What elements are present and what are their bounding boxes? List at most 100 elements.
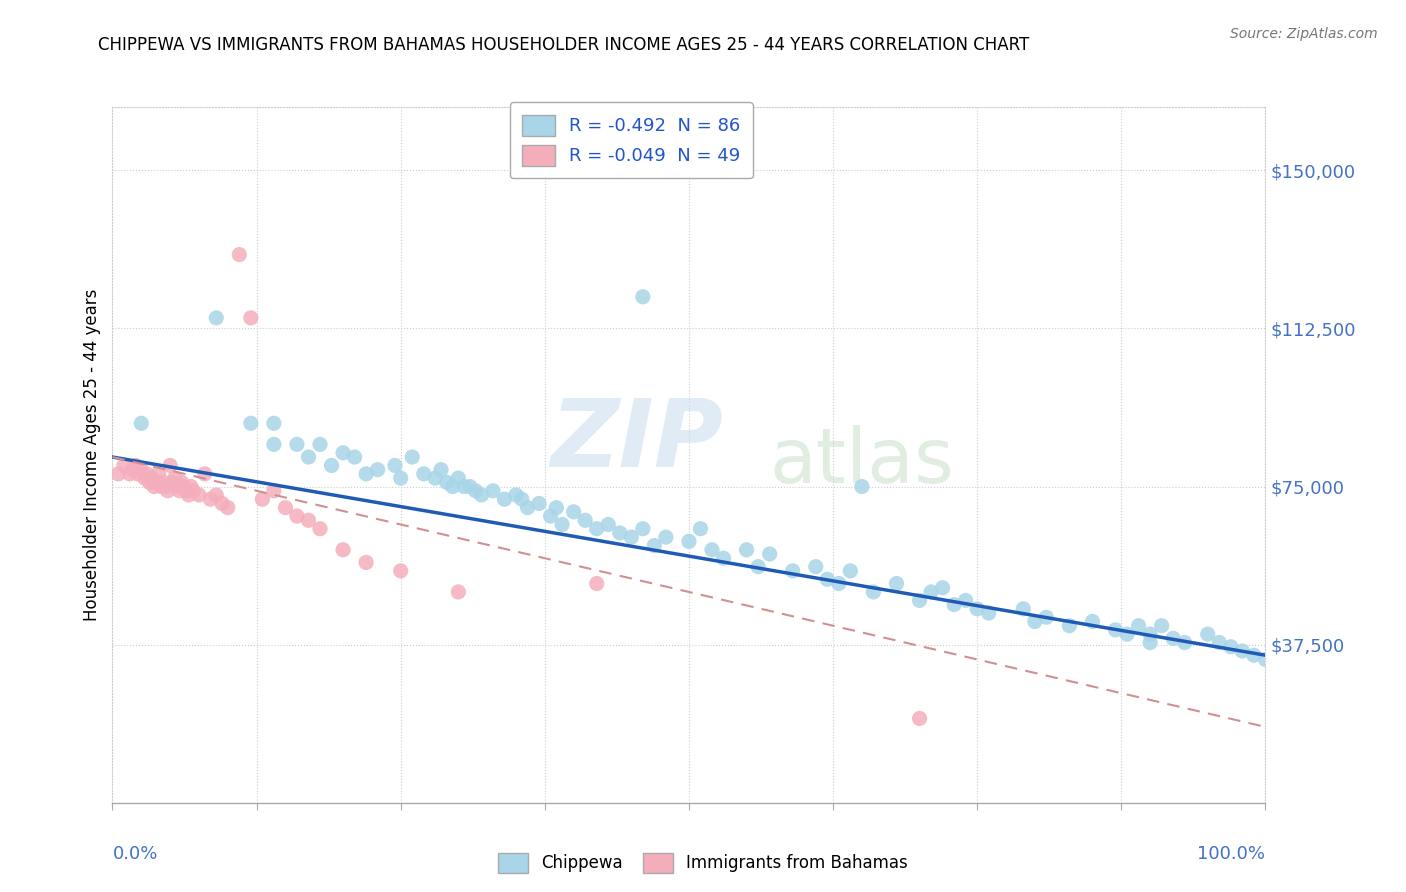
Text: 100.0%: 100.0% [1198,845,1265,863]
Point [170,475,193,490]
Point [263,437,285,451]
Point [574,513,596,527]
Point [839,564,862,578]
Point [453,479,475,493]
Point [540,509,562,524]
Point [1128,618,1150,632]
Point [180,479,202,493]
Point [149,479,172,493]
Point [252,492,274,507]
Point [447,471,470,485]
Point [263,417,285,431]
Point [815,572,838,586]
Point [148,467,170,481]
Point [447,585,470,599]
Point [205,488,228,502]
Point [516,500,538,515]
Text: atlas: atlas [769,425,955,499]
Legend: Chippewa, Immigrants from Bahamas: Chippewa, Immigrants from Bahamas [491,847,915,880]
Point [122,463,145,477]
Point [138,475,160,490]
Point [332,542,354,557]
Point [700,542,723,557]
Point [354,467,377,481]
Point [159,458,181,473]
Point [136,467,159,481]
Point [943,598,966,612]
Point [332,446,354,460]
Point [908,711,931,725]
Point [145,475,167,490]
Point [367,463,389,477]
Point [1161,632,1184,646]
Point [194,467,217,481]
Point [609,525,631,540]
Point [758,547,780,561]
Point [1116,627,1139,641]
Point [354,556,377,570]
Point [141,471,163,485]
Point [177,488,200,502]
Point [118,467,141,481]
Point [464,483,486,498]
Point [966,602,988,616]
Point [494,492,516,507]
Point [309,522,332,536]
Text: 0.0%: 0.0% [112,845,157,863]
Point [1059,618,1081,632]
Point [217,500,239,515]
Point [851,479,873,493]
Point [309,437,332,451]
Point [631,522,654,536]
Point [931,581,953,595]
Y-axis label: Householder Income Ages 25 - 44 years: Householder Income Ages 25 - 44 years [83,289,101,621]
Point [505,488,527,502]
Point [678,534,700,549]
Point [585,576,607,591]
Point [1139,627,1161,641]
Point [343,450,366,464]
Point [1081,615,1104,629]
Point [585,522,607,536]
Point [1150,618,1173,632]
Point [156,483,179,498]
Point [828,576,851,591]
Point [321,458,343,473]
Point [1035,610,1057,624]
Point [598,517,620,532]
Point [425,471,447,485]
Point [747,559,769,574]
Point [401,450,423,464]
Point [955,593,977,607]
Point [977,606,1000,620]
Point [169,483,191,498]
Point [1243,648,1265,663]
Point [412,467,434,481]
Point [389,564,412,578]
Point [211,496,233,510]
Point [129,417,153,431]
Point [127,467,149,481]
Point [1104,623,1126,637]
Point [436,475,458,490]
Point [1254,652,1277,666]
Point [1219,640,1241,654]
Point [510,492,533,507]
Point [643,539,665,553]
Point [458,479,481,493]
Point [239,417,262,431]
Point [886,576,908,591]
Point [804,559,827,574]
Point [527,496,550,510]
Point [384,458,406,473]
Point [200,492,222,507]
Point [162,475,184,490]
Point [908,593,931,607]
Point [1174,635,1197,649]
Point [782,564,804,578]
Point [129,463,153,477]
Point [297,450,319,464]
Point [163,471,186,485]
Point [631,290,654,304]
Point [862,585,884,599]
